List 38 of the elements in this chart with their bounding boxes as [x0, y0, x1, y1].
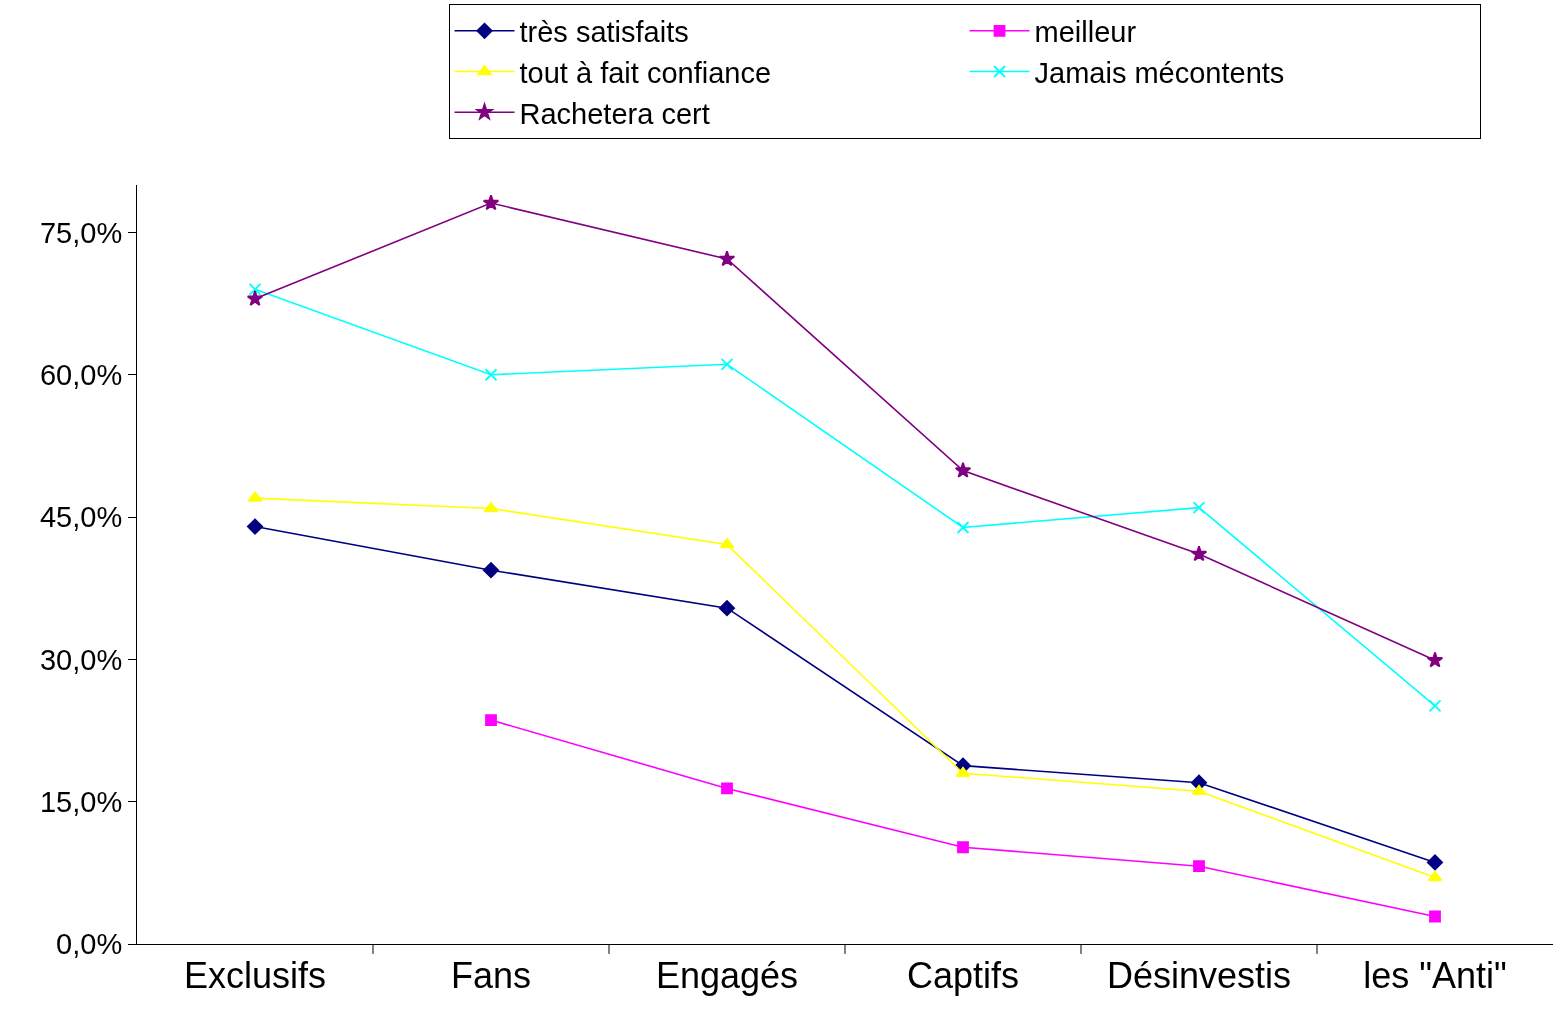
point: [246, 518, 264, 535]
point: [718, 600, 736, 617]
legend-label: Jamais mécontents: [1034, 56, 1285, 89]
point: [484, 368, 498, 382]
point: [485, 714, 497, 726]
point: [1190, 545, 1208, 562]
point: [1429, 910, 1441, 923]
legend-label: très satisfaits: [519, 16, 689, 49]
legend-label: tout à fait confiance: [519, 56, 772, 89]
y-tick-label: 15,0%: [39, 785, 123, 818]
point: [482, 562, 500, 579]
y-tick-label: 60,0%: [39, 358, 123, 391]
point: [954, 461, 972, 478]
point: [1426, 854, 1444, 871]
point: [956, 521, 970, 534]
y-tick-label: 45,0%: [39, 501, 123, 534]
point: [720, 357, 734, 371]
y-tick-label: 0,0%: [56, 928, 123, 961]
x-tick-label: les "Anti": [1363, 955, 1507, 997]
point: [1193, 860, 1205, 873]
y-tick-label: 30,0%: [39, 643, 123, 676]
y-tick-label: 75,0%: [39, 216, 123, 249]
x-tick-label: Fans: [450, 955, 532, 997]
x-tick-label: Exclusifs: [183, 955, 327, 997]
point: [1428, 699, 1442, 713]
point: [248, 282, 262, 296]
legend-label: Rachetera cert: [519, 97, 710, 130]
point: [1426, 651, 1444, 668]
x-tick-label: Engagés: [655, 955, 799, 997]
point: [482, 194, 500, 211]
legend-label: meilleur: [1034, 16, 1137, 49]
point: [1192, 501, 1206, 514]
point: [718, 250, 736, 267]
point: [246, 290, 264, 306]
point: [721, 782, 733, 795]
point: [957, 841, 969, 854]
x-tick-label: Captifs: [906, 955, 1020, 997]
x-tick-label: Désinvestis: [1106, 955, 1292, 997]
